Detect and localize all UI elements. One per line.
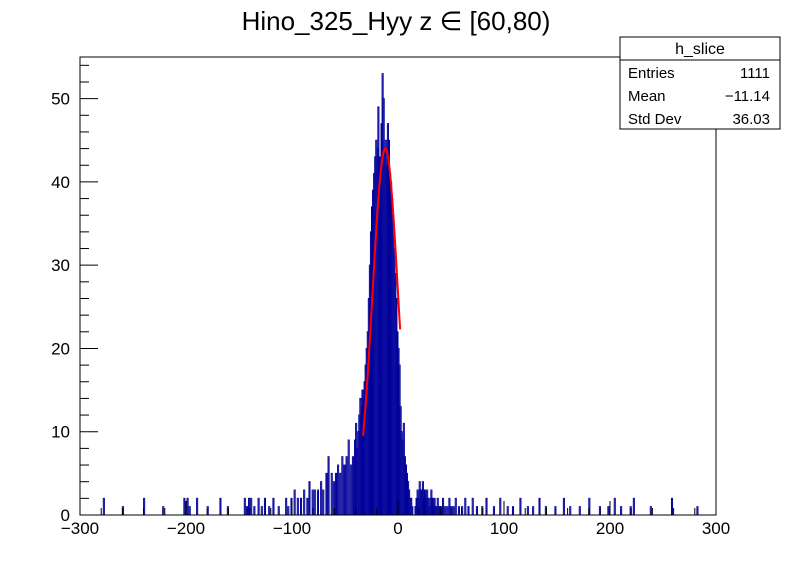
y-tick-label: 20 [51,339,70,358]
y-tick-label: 40 [51,173,70,192]
y-tick-label: 50 [51,90,70,109]
y-tick-label: 10 [51,423,70,442]
x-tick-label: −300 [61,519,99,538]
y-tick-label: 0 [61,506,70,525]
y-tick-label: 30 [51,256,70,275]
stats-box-title: h_slice [675,41,725,58]
stats-mean-label: Mean [628,88,666,105]
stats-stddev-label: Std Dev [628,111,682,128]
stats-entries-label: Entries [628,65,675,82]
x-tick-label: −100 [273,519,311,538]
x-tick-label: 100 [490,519,518,538]
x-axis: −300 −200 −100 0 100 200 300 [61,501,730,538]
x-tick-label: −200 [167,519,205,538]
stats-box-frame [619,36,781,130]
stats-box: h_slice Entries 1111 Mean −11.14 Std Dev… [619,36,781,130]
gaussian-fit [362,147,402,436]
y-axis: 0 10 20 30 40 50 [51,64,98,525]
x-tick-label: 0 [393,519,402,538]
x-tick-label: 200 [596,519,624,538]
stats-entries-value: 1111 [740,65,770,82]
x-tick-label: 300 [702,519,730,538]
chart-title: Hino_325_Hyy z ∈ [60,80) [242,6,551,36]
stats-stddev-value: 36.03 [732,111,770,128]
fit-curve [362,147,402,436]
stats-mean-value: −11.14 [725,88,770,105]
